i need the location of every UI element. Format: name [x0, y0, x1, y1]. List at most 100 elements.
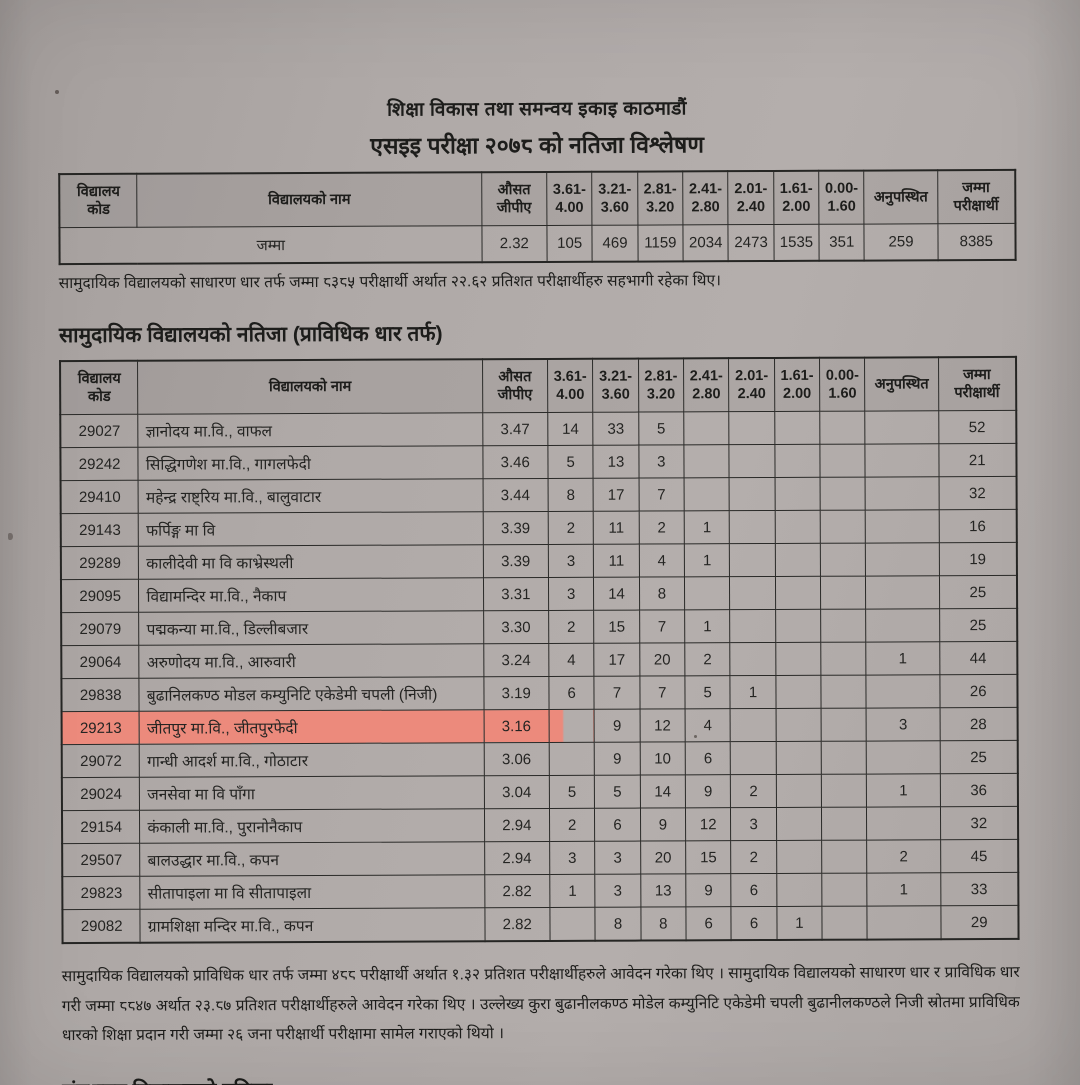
table-cell: [775, 741, 822, 775]
table-cell: 32: [938, 476, 1017, 511]
table-cell: 44: [939, 641, 1018, 676]
summary-note: सामुदायिक विद्यालयको साधारण धार तर्फ जम्…: [58, 272, 721, 293]
table-cell: [821, 774, 867, 808]
table-cell: जम्मा: [59, 225, 482, 265]
table-cell: 3: [638, 445, 685, 479]
table-row: 29143 फर्पिङ्ग मा वि 3.39 2 11 2 1 16: [60, 509, 1017, 547]
table-cell: 3: [548, 577, 594, 611]
table-cell: 29072: [61, 744, 140, 778]
table-cell: जनसेवा मा वि पाँगा: [139, 775, 485, 811]
table-cell: 36: [939, 773, 1018, 808]
table-cell: 20: [639, 643, 685, 677]
table-cell: 3.04: [483, 775, 550, 809]
table-cell: 3.06: [483, 742, 550, 776]
table-cell: 9: [594, 742, 641, 776]
column-header: 0.00- 1.60: [819, 357, 866, 412]
table-cell: [730, 642, 776, 676]
doc-title: एसइइ परीक्षा २०७८ को नतिजा विश्लेषण: [370, 131, 705, 159]
table-cell: पद्मकन्या मा.वि., डिल्लीबजार: [138, 610, 484, 646]
table-row: 29242 सिद्धिगणेश मा.वि., गागलफेदी 3.46 5 13 3…: [60, 443, 1017, 481]
table-cell: [866, 675, 940, 709]
table-cell: [684, 576, 731, 611]
column-header: 2.01- 2.40: [728, 358, 775, 412]
table-row: 29027 ज्ञानोदय मा.वि., वाफल 3.47 14 33 5 52: [60, 410, 1017, 448]
table-cell: [730, 741, 777, 775]
table-cell: 15: [593, 610, 640, 644]
table-cell: 3.39: [482, 544, 549, 578]
table-cell: [776, 774, 822, 808]
table-cell: 2034: [682, 224, 729, 262]
table-cell: [775, 576, 821, 610]
table-cell: [776, 840, 822, 874]
scan-speck: [8, 533, 13, 540]
table-cell: 3: [594, 841, 641, 875]
table-cell: 13: [593, 445, 639, 479]
table-cell: गान्धी आदर्श मा.वि., गोठाटार: [139, 742, 484, 778]
table-cell: अरुणोदय मा.वि., आरुवारी: [139, 643, 484, 679]
table-cell: 1: [867, 873, 941, 907]
table-cell: 8: [547, 478, 594, 512]
column-header: 2.81- 3.20: [638, 358, 684, 413]
table-cell: 351: [819, 224, 865, 261]
table-cell: 259: [864, 223, 938, 261]
table-cell: [730, 609, 776, 643]
table-row: 29064 अरुणोदय मा.वि., आरुवारी 3.24 4 17 20 2 1 4…: [61, 641, 1018, 679]
org-title: शिक्षा विकास तथा समन्वय इकाइ काठमाडौं: [387, 98, 687, 121]
table-cell: [867, 906, 941, 940]
table-cell: [683, 411, 730, 446]
table-cell: 4: [639, 544, 685, 578]
table-cell: [549, 742, 595, 776]
table-cell: 3.16: [483, 709, 550, 743]
table-cell: 11: [593, 511, 640, 545]
column-header: अनुपस्थित: [864, 170, 938, 225]
table-cell: 8: [640, 907, 687, 941]
table-cell: 52: [938, 410, 1017, 445]
table-cell: 9: [640, 808, 686, 842]
community-results-table: विद्यालय कोड विद्यालयको नाम औसत जीपीए 3.61-…: [59, 356, 1020, 945]
table-cell: 10: [639, 742, 686, 776]
column-header: 1.61- 2.00: [774, 358, 820, 412]
table-cell: [820, 576, 867, 610]
table-row: 29079 पद्मकन्या मा.वि., डिल्लीबजार 3.30 2 15…: [61, 608, 1018, 646]
table-cell: 3.39: [482, 511, 549, 545]
table-cell: [775, 543, 821, 577]
table-cell: विद्यामन्दिर मा.वि., नैकाप: [138, 577, 484, 613]
column-header: विद्यालय कोड: [59, 173, 138, 228]
table-cell: 1: [776, 906, 823, 941]
table-cell: 16: [938, 509, 1017, 544]
column-header: 3.61- 4.00: [546, 171, 593, 226]
table-cell: 9: [685, 774, 731, 809]
table-cell: 5: [638, 412, 684, 446]
header-row: विद्यालय कोड विद्यालयको नाम औसत जीपीए 3.61-…: [60, 357, 1017, 415]
table-cell: [865, 576, 940, 610]
table-cell: 29027: [60, 414, 139, 448]
column-header: 2.81- 3.20: [637, 171, 683, 226]
table-cell: जीतपुर मा.वि., जीतपुरफेदी: [139, 709, 484, 745]
table-cell: 17: [593, 478, 639, 512]
table-cell: 14: [640, 775, 686, 809]
table-cell: 29: [940, 905, 1019, 940]
table-cell: 17: [594, 643, 640, 677]
table-row: 29082 ग्रामशिक्षा मन्दिर मा.वि., कपन 2.82 8…: [62, 905, 1019, 944]
table-cell: 29410: [60, 480, 139, 514]
table-cell: 469: [592, 225, 638, 262]
table-cell: फर्पिङ्ग मा वि: [138, 511, 483, 547]
table-cell: 3: [548, 544, 594, 578]
table-cell: 12: [685, 807, 732, 842]
table-cell: 13: [640, 874, 686, 908]
table-row: 29507 बालउद्धार मा.वि., कपन 2.94 3 3 20 15 2 2 45: [62, 839, 1019, 877]
table-cell: 2.32: [481, 225, 548, 263]
table-cell: 6: [548, 676, 595, 710]
table-cell: 6: [685, 741, 731, 776]
table-cell: 29507: [62, 843, 141, 877]
table-cell: 2: [730, 774, 777, 808]
table-cell: [776, 807, 822, 841]
column-header: अनुपस्थित: [864, 357, 939, 412]
table-cell: 6: [685, 906, 732, 941]
table-cell: 1: [549, 874, 596, 908]
table-cell: 4: [548, 643, 595, 677]
table-cell: [729, 576, 776, 610]
table-cell: 3.30: [483, 610, 549, 644]
table-cell: [730, 708, 776, 742]
table-cell: 29079: [61, 612, 140, 646]
